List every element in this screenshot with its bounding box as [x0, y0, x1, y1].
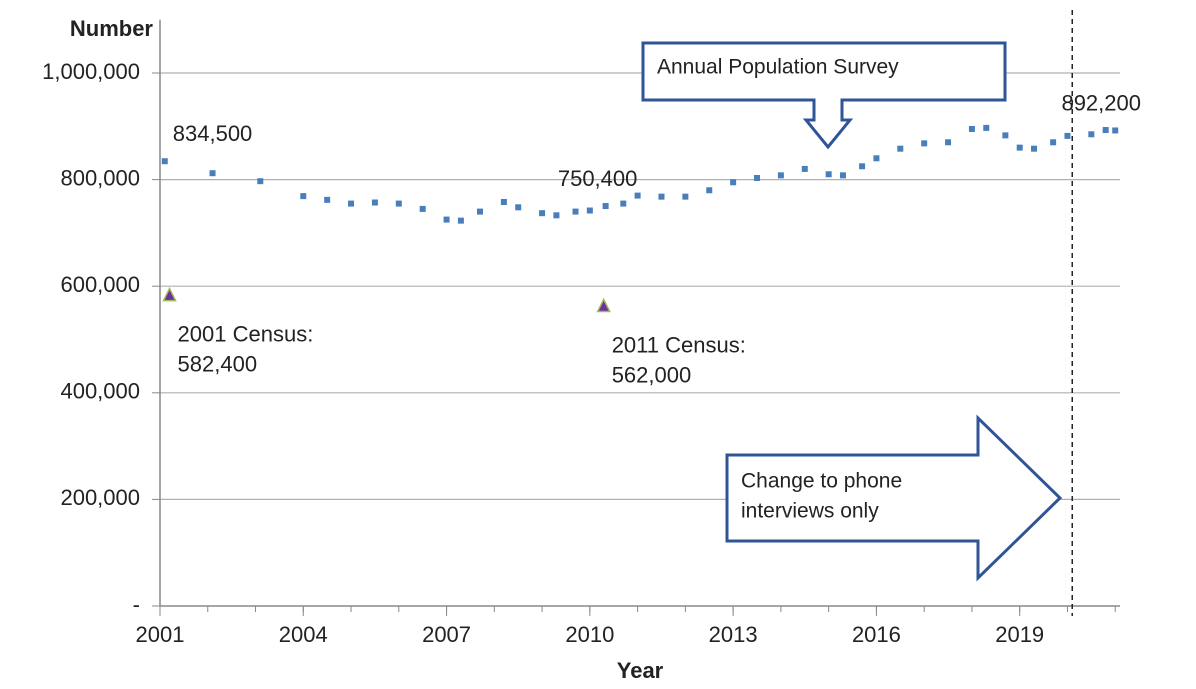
census-point: [162, 286, 177, 302]
x-tick-label: 2019: [995, 622, 1044, 647]
data-point: [443, 216, 450, 223]
y-tick-label: 600,000: [60, 272, 140, 297]
data-point: [754, 175, 761, 182]
data-point: [634, 192, 641, 199]
census-point: [596, 297, 611, 313]
data-point: [921, 140, 928, 147]
phone-arrow: [725, 414, 1063, 582]
data-point: [682, 193, 689, 200]
data-point: [825, 171, 832, 178]
census-label: 2011 Census:: [612, 332, 746, 357]
data-point: [1088, 131, 1095, 138]
data-point: [371, 199, 378, 206]
data-point: [395, 200, 402, 207]
data-label: 892,200: [1061, 90, 1141, 115]
census-label: 2001 Census:: [178, 321, 314, 346]
data-point: [945, 139, 952, 146]
data-point: [586, 207, 593, 214]
data-point: [1002, 132, 1009, 139]
x-tick-label: 2004: [279, 622, 328, 647]
data-point: [1102, 127, 1109, 134]
data-point: [620, 200, 627, 207]
y-tick-label: -: [133, 592, 140, 617]
data-point: [706, 187, 713, 194]
data-label: 750,400: [558, 166, 638, 191]
x-tick-label: 2001: [136, 622, 185, 647]
y-tick-label: 400,000: [60, 379, 140, 404]
census-label: 562,000: [612, 362, 692, 387]
data-point: [801, 165, 808, 172]
data-point: [968, 125, 975, 132]
data-label: 834,500: [173, 121, 253, 146]
data-point: [859, 163, 866, 170]
survey-callout: [641, 41, 1007, 150]
data-point: [1050, 139, 1057, 146]
data-point: [839, 172, 846, 179]
data-point: [1112, 127, 1119, 134]
data-point: [602, 203, 609, 210]
data-point: [897, 145, 904, 152]
data-point: [457, 217, 464, 224]
data-point: [477, 208, 483, 215]
phone-label: Change to phone: [741, 470, 902, 493]
y-axis-label: Number: [70, 16, 154, 41]
x-tick-label: 2016: [852, 622, 901, 647]
data-point: [209, 170, 216, 177]
data-point: [348, 200, 355, 207]
y-tick-label: 200,000: [60, 485, 140, 510]
data-point: [572, 208, 579, 215]
data-point: [257, 178, 264, 185]
data-point: [873, 155, 880, 162]
data-point: [1031, 145, 1038, 152]
data-point: [1016, 144, 1023, 151]
data-point: [1064, 132, 1071, 139]
data-point: [983, 124, 990, 131]
data-point: [553, 212, 560, 219]
phone-label: interviews only: [741, 500, 879, 523]
data-point: [419, 205, 426, 212]
data-point: [515, 204, 522, 211]
data-point: [324, 196, 331, 203]
census-label: 582,400: [178, 351, 258, 376]
data-point: [658, 193, 665, 200]
data-point: [300, 193, 307, 200]
data-point: [730, 179, 737, 186]
x-tick-label: 2010: [565, 622, 614, 647]
x-axis-label: Year: [617, 658, 664, 683]
data-point: [500, 198, 507, 205]
x-tick-label: 2007: [422, 622, 471, 647]
x-tick-label: 2013: [709, 622, 758, 647]
survey-label: Annual Population Survey: [657, 56, 899, 79]
data-point: [161, 158, 168, 165]
y-tick-label: 800,000: [60, 165, 140, 190]
y-tick-label: 1,000,000: [42, 59, 140, 84]
data-point: [777, 172, 784, 179]
data-point: [539, 210, 546, 217]
